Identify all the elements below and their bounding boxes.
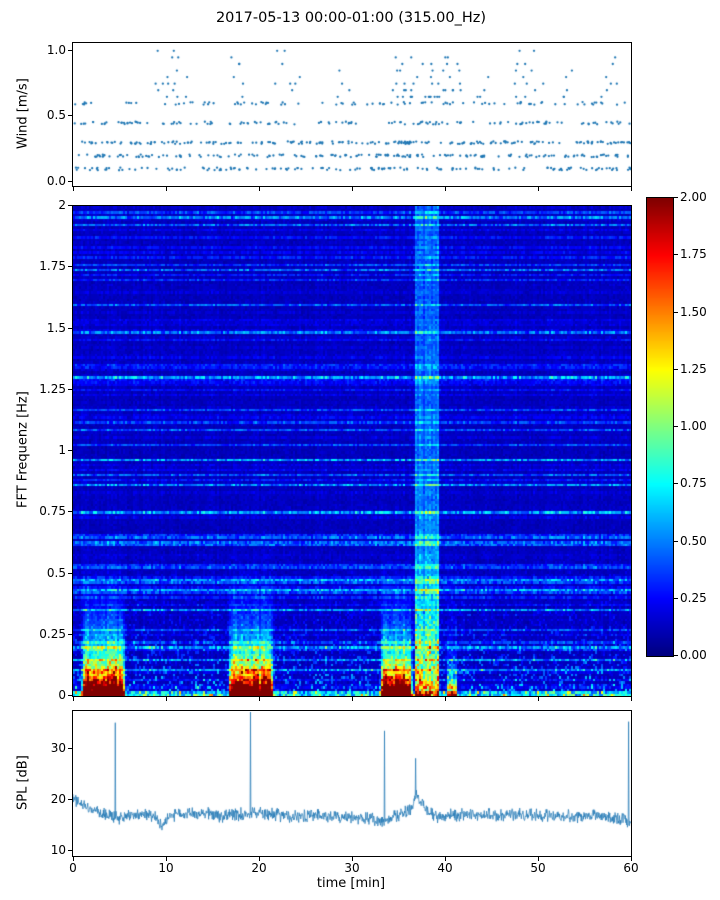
tick-mark bbox=[166, 697, 167, 701]
tick-mark bbox=[259, 187, 260, 191]
spectrogram-canvas bbox=[73, 206, 631, 696]
wind-scatter-plot bbox=[72, 42, 632, 187]
tick-mark bbox=[73, 857, 74, 861]
tick-mark bbox=[68, 49, 72, 51]
tick-mark bbox=[538, 697, 539, 701]
tick-mark bbox=[445, 857, 446, 861]
tick-mark bbox=[166, 857, 167, 861]
tick-label: 0.75 bbox=[39, 504, 66, 519]
tick-mark bbox=[68, 450, 72, 451]
tick-label: 30 bbox=[344, 861, 360, 875]
tick-label: 40 bbox=[437, 861, 453, 875]
tick-mark bbox=[73, 697, 74, 701]
figure-title: 2017-05-13 00:00-01:00 (315.00_Hz) bbox=[215, 10, 487, 26]
tick-mark bbox=[68, 799, 72, 801]
tick-label: 1.0 bbox=[46, 42, 66, 57]
tick-label: 50 bbox=[530, 861, 546, 875]
tick-label: 0.25 bbox=[39, 626, 66, 641]
tick-mark bbox=[68, 181, 72, 183]
tick-mark bbox=[68, 633, 72, 635]
tick-label: 0.50 bbox=[680, 533, 707, 548]
tick-mark bbox=[674, 368, 678, 370]
tick-label: 1.75 bbox=[680, 247, 707, 262]
tick-label: 0 bbox=[69, 861, 77, 875]
spl-line-plot bbox=[72, 710, 632, 857]
tick-mark bbox=[674, 483, 678, 485]
tick-mark bbox=[68, 511, 72, 513]
tick-mark bbox=[68, 115, 72, 117]
tick-mark bbox=[259, 697, 260, 701]
tick-label: 1.5 bbox=[46, 320, 66, 335]
tick-label: 60 bbox=[623, 861, 639, 875]
tick-label: 0.75 bbox=[680, 476, 707, 491]
spl-y-axis-label: SPL [dB] bbox=[15, 755, 31, 810]
tick-mark bbox=[166, 187, 167, 191]
tick-mark bbox=[68, 748, 72, 750]
tick-label: 20 bbox=[251, 861, 267, 875]
spl-line-canvas bbox=[73, 711, 631, 856]
tick-label: 0.5 bbox=[46, 108, 66, 123]
tick-label: 1.25 bbox=[39, 381, 66, 396]
tick-mark bbox=[445, 187, 446, 191]
tick-mark bbox=[674, 540, 678, 542]
tick-label: 0.5 bbox=[46, 565, 66, 580]
tick-mark bbox=[674, 197, 678, 198]
tick-mark bbox=[538, 857, 539, 861]
tick-mark bbox=[259, 857, 260, 861]
tick-mark bbox=[631, 187, 632, 191]
tick-mark bbox=[674, 597, 678, 599]
tick-label: 0.25 bbox=[680, 590, 707, 605]
tick-mark bbox=[674, 655, 678, 656]
tick-label: 10 bbox=[158, 861, 174, 875]
tick-mark bbox=[674, 426, 678, 427]
tick-mark bbox=[352, 187, 353, 191]
tick-mark bbox=[68, 572, 72, 574]
tick-label: 30 bbox=[50, 741, 66, 756]
wind-scatter-canvas bbox=[73, 43, 631, 186]
tick-mark bbox=[68, 266, 72, 268]
tick-label: 10 bbox=[50, 842, 66, 857]
tick-mark bbox=[674, 311, 678, 313]
tick-mark bbox=[631, 697, 632, 701]
tick-mark bbox=[68, 327, 72, 329]
tick-label: 1 bbox=[58, 443, 66, 457]
x-axis-label: time [min] bbox=[316, 876, 386, 891]
tick-mark bbox=[352, 857, 353, 861]
tick-mark bbox=[73, 187, 74, 191]
tick-mark bbox=[631, 857, 632, 861]
tick-mark bbox=[68, 388, 72, 390]
tick-label: 0 bbox=[58, 688, 66, 702]
tick-label: 2 bbox=[58, 198, 66, 212]
tick-label: 1.75 bbox=[39, 259, 66, 274]
tick-mark bbox=[352, 697, 353, 701]
tick-mark bbox=[68, 695, 72, 696]
tick-label: 20 bbox=[50, 792, 66, 807]
tick-mark bbox=[68, 849, 72, 851]
tick-label: 1.50 bbox=[680, 304, 707, 319]
tick-mark bbox=[538, 187, 539, 191]
tick-label: 0.0 bbox=[46, 174, 66, 189]
tick-mark bbox=[68, 205, 72, 206]
tick-mark bbox=[445, 697, 446, 701]
tick-label: 2.00 bbox=[680, 190, 707, 204]
spectrogram-plot bbox=[72, 205, 632, 697]
tick-mark bbox=[674, 254, 678, 256]
tick-label: 1.00 bbox=[680, 419, 707, 433]
colorbar bbox=[646, 197, 674, 657]
tick-label: 1.25 bbox=[680, 361, 707, 376]
colorbar-canvas bbox=[647, 198, 673, 656]
tick-label: 0.00 bbox=[680, 648, 707, 662]
